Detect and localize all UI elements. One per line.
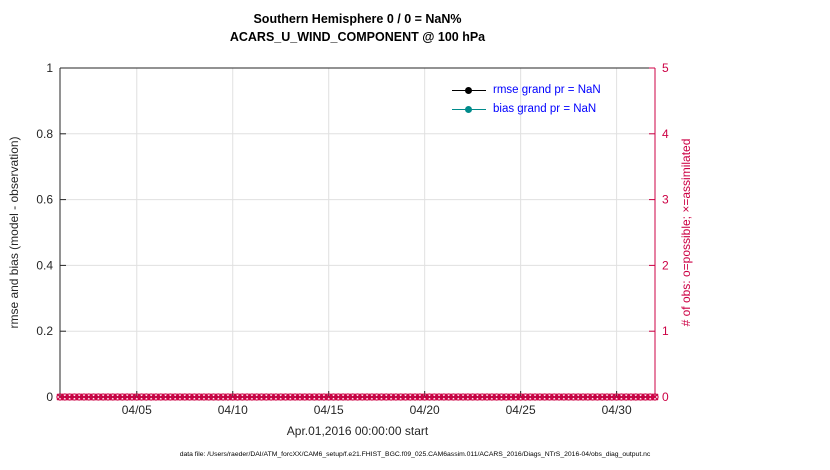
svg-text:1: 1 <box>46 61 53 75</box>
rmse-line-marker-icon <box>452 86 486 95</box>
legend-label-bias: bias grand pr = NaN <box>493 103 597 115</box>
legend-row-rmse: rmse grand pr = NaN <box>452 84 601 96</box>
chart-title-line1: Southern Hemisphere 0 / 0 = NaN% <box>253 12 462 26</box>
svg-text:04/15: 04/15 <box>314 403 344 417</box>
svg-text:0: 0 <box>46 390 53 404</box>
svg-text:rmse and bias (model - observa: rmse and bias (model - observation) <box>7 136 21 328</box>
svg-text:3: 3 <box>662 193 669 207</box>
chart-title: Southern Hemisphere 0 / 0 = NaN% ACARS_U… <box>60 10 655 46</box>
svg-text:0.6: 0.6 <box>36 193 53 207</box>
bias-line-marker-icon <box>452 105 486 114</box>
svg-text:0.2: 0.2 <box>36 324 53 338</box>
svg-text:# of obs: o=possible; ×=assimi: # of obs: o=possible; ×=assimilated <box>679 139 693 327</box>
svg-text:0.8: 0.8 <box>36 127 53 141</box>
svg-text:0.4: 0.4 <box>36 258 53 272</box>
data-file-footer: data file: /Users/raeder/DAI/ATM_forcXX/… <box>179 451 651 458</box>
legend-label-rmse: rmse grand pr = NaN <box>493 84 601 96</box>
x-axis-label: Apr.01,2016 00:00:00 start <box>286 424 429 438</box>
legend-row-bias: bias grand pr = NaN <box>452 103 601 115</box>
svg-text:4: 4 <box>662 127 669 141</box>
svg-text:0: 0 <box>662 390 669 404</box>
svg-text:04/10: 04/10 <box>218 403 248 417</box>
legend: rmse grand pr = NaN bias grand pr = NaN <box>452 84 601 115</box>
svg-text:5: 5 <box>662 61 669 75</box>
svg-text:04/25: 04/25 <box>506 403 536 417</box>
svg-text:04/20: 04/20 <box>410 403 440 417</box>
svg-text:04/30: 04/30 <box>602 403 632 417</box>
chart-title-line2: ACARS_U_WIND_COMPONENT @ 100 hPa <box>229 30 486 45</box>
svg-text:2: 2 <box>662 258 669 272</box>
svg-text:04/05: 04/05 <box>122 403 152 417</box>
svg-text:1: 1 <box>662 324 669 338</box>
